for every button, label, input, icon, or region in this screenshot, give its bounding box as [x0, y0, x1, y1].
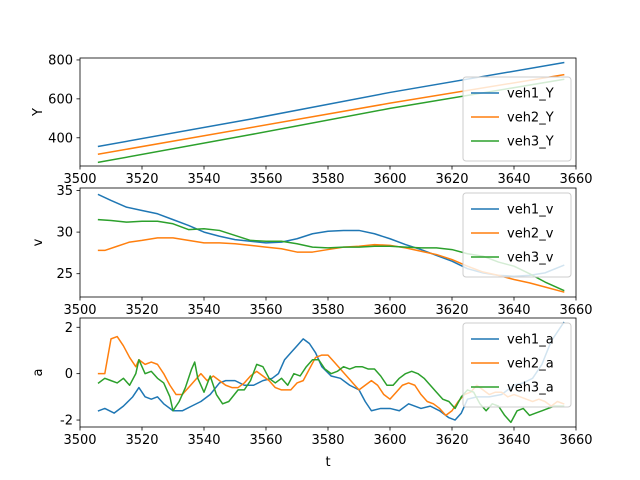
x-tick-label: 3520	[125, 303, 158, 318]
y-tick-label: 0	[65, 367, 73, 382]
x-tick-label: 3620	[435, 172, 468, 187]
x-tick-label: 3660	[559, 433, 592, 448]
x-tick-label: 3540	[187, 433, 220, 448]
x-tick-label: 3560	[249, 303, 282, 318]
x-tick-label: 3620	[435, 433, 468, 448]
x-tick-label: 3520	[125, 433, 158, 448]
x-tick-label: 3620	[435, 303, 468, 318]
x-tick-label: 3500	[63, 303, 96, 318]
x-tick-label: 3560	[249, 172, 282, 187]
y-tick-label: 30	[56, 226, 73, 241]
y-tick-label: 25	[56, 267, 73, 282]
y-axis-label: v	[31, 238, 46, 246]
y-tick-label: 400	[48, 131, 73, 146]
y-tick-label: 600	[48, 92, 73, 107]
legend-label: veh3_Y	[507, 135, 554, 150]
x-tick-label: 3520	[125, 172, 158, 187]
x-tick-label: 3580	[311, 172, 344, 187]
x-tick-label: 3500	[63, 433, 96, 448]
legend-label: veh2_v	[507, 227, 554, 242]
x-tick-label: 3660	[559, 303, 592, 318]
legend-label: veh3_v	[507, 251, 554, 266]
legend: veh1_a veh2_a veh3_a	[462, 322, 572, 408]
panel-a: 3500 3520 3540 3560 3580 3600 3620 3640 3660 -2 0 2…	[31, 317, 593, 470]
x-tick-label: 3600	[373, 172, 406, 187]
y-tick-label: 800	[48, 53, 73, 68]
x-tick-label: 3560	[249, 433, 282, 448]
x-tick-label: 3600	[373, 433, 406, 448]
legend-label: veh2_a	[507, 357, 554, 372]
legend: veh1_Y veh2_Y veh3_Y	[462, 76, 572, 162]
y-tick-label: -2	[60, 414, 73, 429]
legend-label: veh1_v	[507, 203, 554, 218]
legend-label: veh3_a	[507, 381, 554, 396]
x-tick-label: 3580	[311, 433, 344, 448]
x-tick-label: 3580	[311, 303, 344, 318]
x-tick-label: 3540	[187, 303, 220, 318]
y-axis-label: Y	[31, 108, 46, 117]
y-tick-label: 2	[65, 321, 73, 336]
x-tick-label: 3640	[497, 433, 530, 448]
panel-y: 3500 3520 3540 3560 3580 3600 3620 3640 3660 400 6…	[31, 53, 593, 187]
x-tick-label: 3660	[559, 172, 592, 187]
legend: veh1_v veh2_v veh3_v	[462, 192, 572, 278]
x-tick-label: 3600	[373, 303, 406, 318]
legend-label: veh2_Y	[507, 111, 554, 126]
x-tick-label: 3640	[497, 303, 530, 318]
panel-v: 3500 3520 3540 3560 3580 3600 3620 3640 3660 25 30…	[31, 184, 593, 318]
x-tick-label: 3640	[497, 172, 530, 187]
x-tick-label: 3500	[63, 172, 96, 187]
y-tick-label: 35	[56, 184, 73, 199]
y-axis-label: a	[31, 369, 46, 377]
x-tick-label: 3540	[187, 172, 220, 187]
legend-label: veh1_a	[507, 333, 554, 348]
x-axis-label: t	[325, 455, 330, 470]
legend-label: veh1_Y	[507, 87, 554, 102]
